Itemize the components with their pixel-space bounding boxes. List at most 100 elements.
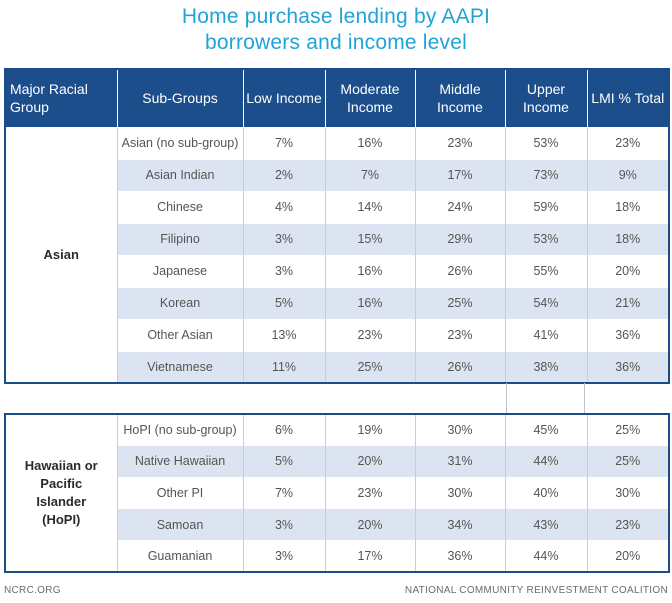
table-row: Japanese 3% 16% 26% 55% 20% — [5, 254, 669, 287]
table-row: Hawaiian or Pacific Islander (HoPI) HoPI … — [5, 413, 669, 572]
low-income-cell: 3% — [243, 222, 326, 255]
footer-source: NCRC.ORG — [4, 585, 61, 596]
moderate-income-cell: 16% — [325, 286, 416, 319]
moderate-income-cell: 14% — [325, 190, 416, 223]
upper-income-cell: 44% — [505, 539, 588, 572]
header-middle-income: Middle Income — [415, 69, 506, 127]
header-row: Major Racial Group Sub-Groups Low Income… — [5, 69, 669, 127]
asian-lending-table: Major Racial Group Sub-Groups Low Income… — [4, 68, 670, 384]
low-income-cell: 13% — [243, 318, 326, 351]
low-income-cell: 7% — [243, 126, 326, 159]
lmi-total-cell: 23% — [587, 126, 669, 159]
low-income-cell: 3% — [243, 539, 326, 572]
upper-income-cell: 38% — [505, 350, 588, 383]
upper-income-cell: 44% — [505, 445, 588, 478]
low-income-cell: 3% — [243, 254, 326, 287]
upper-income-cell: 53% — [505, 222, 588, 255]
moderate-income-cell: 20% — [325, 445, 416, 478]
sub-group-cell: Samoan — [117, 508, 244, 541]
sub-group-cell: Asian Indian — [117, 158, 244, 191]
lmi-total-cell: 18% — [587, 222, 669, 255]
title-line-1: Home purchase lending by AAPI — [181, 5, 491, 28]
middle-income-cell: 26% — [415, 350, 506, 383]
lmi-total-cell: 25% — [587, 445, 669, 478]
low-income-cell: 5% — [243, 445, 326, 478]
moderate-income-cell: 23% — [325, 318, 416, 351]
hopi-lending-table: Hawaiian or Pacific Islander (HoPI) HoPI … — [4, 413, 670, 573]
sub-group-cell: Japanese — [117, 254, 244, 287]
lmi-total-cell: 9% — [587, 158, 669, 191]
low-income-cell: 7% — [243, 476, 326, 509]
sub-group-cell: Guamanian — [117, 539, 244, 572]
upper-income-cell: 73% — [505, 158, 588, 191]
asian-rows: Asian Asian (no sub-group) 7% 16% 23% 53% 23% A… — [5, 126, 669, 383]
middle-income-cell: 26% — [415, 254, 506, 287]
sub-group-cell: Korean — [117, 286, 244, 319]
table-row: Guamanian 3% 17% 36% 44% 20% — [5, 539, 669, 572]
middle-income-cell: 17% — [415, 158, 506, 191]
header-lmi-total: LMI % Total — [587, 69, 669, 127]
lmi-total-cell: 21% — [587, 286, 669, 319]
table-row: Filipino 3% 15% 29% 53% 18% — [5, 222, 669, 255]
low-income-cell: 5% — [243, 286, 326, 319]
sub-group-cell: HoPI (no sub-group) — [117, 413, 244, 446]
upper-income-cell: 45% — [505, 413, 588, 446]
middle-income-cell: 29% — [415, 222, 506, 255]
middle-income-cell: 25% — [415, 286, 506, 319]
low-income-cell: 2% — [243, 158, 326, 191]
lmi-total-cell: 23% — [587, 508, 669, 541]
table-row: Native Hawaiian 5% 20% 31% 44% 25% — [5, 445, 669, 478]
moderate-income-cell: 15% — [325, 222, 416, 255]
footer-organization: NATIONAL COMMUNITY REINVESTMENT COALITIO… — [404, 585, 668, 596]
lmi-total-cell: 30% — [587, 476, 669, 509]
middle-income-cell: 23% — [415, 318, 506, 351]
divider-line — [584, 383, 585, 413]
sub-group-cell: Chinese — [117, 190, 244, 223]
middle-income-cell: 30% — [415, 413, 506, 446]
middle-income-cell: 24% — [415, 190, 506, 223]
middle-income-cell: 23% — [415, 126, 506, 159]
middle-income-cell: 30% — [415, 476, 506, 509]
sub-group-cell: Native Hawaiian — [117, 445, 244, 478]
table-row: Chinese 4% 14% 24% 59% 18% — [5, 190, 669, 223]
header-major-racial-group: Major Racial Group — [5, 69, 118, 127]
moderate-income-cell: 17% — [325, 539, 416, 572]
low-income-cell: 6% — [243, 413, 326, 446]
table-row: Vietnamese 11% 25% 26% 38% 36% — [5, 350, 669, 383]
upper-income-cell: 41% — [505, 318, 588, 351]
lmi-total-cell: 18% — [587, 190, 669, 223]
upper-income-cell: 55% — [505, 254, 588, 287]
table-row: Korean 5% 16% 25% 54% 21% — [5, 286, 669, 319]
table-row: Samoan 3% 20% 34% 43% 23% — [5, 508, 669, 541]
low-income-cell: 4% — [243, 190, 326, 223]
header-sub-groups: Sub-Groups — [117, 69, 244, 127]
moderate-income-cell: 16% — [325, 254, 416, 287]
moderate-income-cell: 7% — [325, 158, 416, 191]
middle-income-cell: 31% — [415, 445, 506, 478]
header-low-income: Low Income — [243, 69, 326, 127]
moderate-income-cell: 20% — [325, 508, 416, 541]
lmi-total-cell: 25% — [587, 413, 669, 446]
low-income-cell: 11% — [243, 350, 326, 383]
upper-income-cell: 40% — [505, 476, 588, 509]
upper-income-cell: 43% — [505, 508, 588, 541]
moderate-income-cell: 19% — [325, 413, 416, 446]
sub-group-cell: Filipino — [117, 222, 244, 255]
lmi-total-cell: 20% — [587, 254, 669, 287]
sub-group-cell: Asian (no sub-group) — [117, 126, 244, 159]
hopi-rows: Hawaiian or Pacific Islander (HoPI) HoPI … — [5, 413, 669, 572]
lmi-total-cell: 20% — [587, 539, 669, 572]
moderate-income-cell: 23% — [325, 476, 416, 509]
major-racial-group-cell: Hawaiian or Pacific Islander (HoPI) — [5, 413, 118, 572]
moderate-income-cell: 16% — [325, 126, 416, 159]
middle-income-cell: 34% — [415, 508, 506, 541]
upper-income-cell: 59% — [505, 190, 588, 223]
table-row: Asian Indian 2% 7% 17% 73% 9% — [5, 158, 669, 191]
table-row: Asian Asian (no sub-group) 7% 16% 23% 53% 23% — [5, 126, 669, 383]
middle-income-cell: 36% — [415, 539, 506, 572]
upper-income-cell: 54% — [505, 286, 588, 319]
header-upper-income: Upper Income — [505, 69, 588, 127]
lmi-total-cell: 36% — [587, 318, 669, 351]
sub-group-cell: Other PI — [117, 476, 244, 509]
low-income-cell: 3% — [243, 508, 326, 541]
